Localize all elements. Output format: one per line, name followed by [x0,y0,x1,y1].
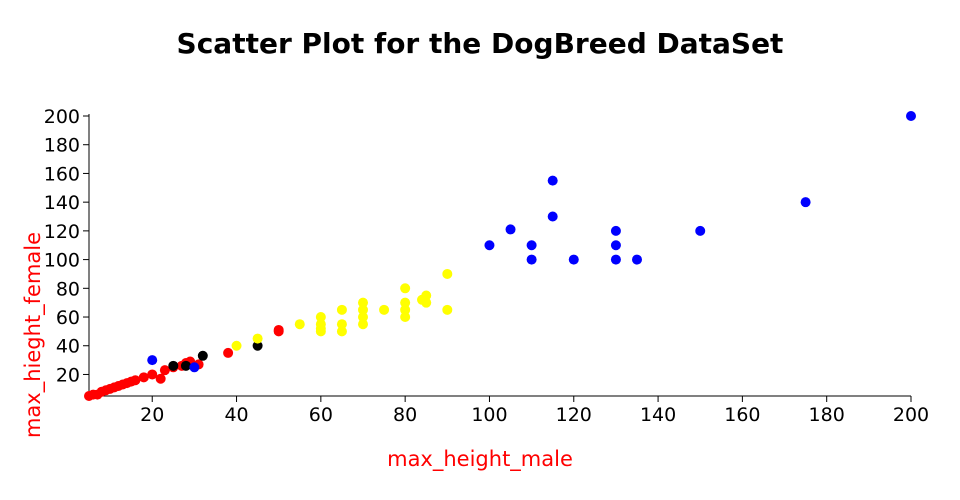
data-point-yellow[interactable] [358,297,368,308]
y-tick-label: 80 [56,278,80,300]
x-tick-label: 80 [393,404,417,426]
x-tick-label: 140 [640,404,676,426]
data-point-yellow[interactable] [400,304,411,315]
data-point-blue[interactable] [526,254,537,265]
data-point-yellow[interactable] [358,304,368,315]
data-point-yellow[interactable] [442,304,453,315]
x-tick-label: 100 [471,404,507,426]
chart-title: Scatter Plot for the DogBreed DataSet [177,27,784,60]
data-point-blue[interactable] [632,254,642,265]
x-tick-label: 60 [309,404,333,426]
data-point-yellow[interactable] [379,304,390,315]
data-point-yellow[interactable] [336,304,347,315]
data-point-blue[interactable] [800,197,811,208]
data-point-yellow[interactable] [421,290,432,301]
data-point-red[interactable] [273,324,284,335]
data-point-yellow[interactable] [400,283,411,294]
y-tick-label: 20 [56,364,80,386]
y-tick-label: 60 [56,307,80,329]
x-ticks: 20 40 60 80 100 120 140 160 180 200 [140,396,929,426]
y-tick-label: 140 [44,192,80,214]
data-point-black[interactable] [197,350,208,361]
data-point-red[interactable] [147,369,158,380]
data-point-black[interactable] [180,360,191,371]
data-point-black[interactable] [168,360,179,371]
data-point-blue[interactable] [147,355,158,366]
data-point-black[interactable] [252,340,263,351]
x-tick-label: 20 [140,404,164,426]
data-point-yellow[interactable] [294,319,305,330]
data-points [84,111,916,401]
data-point-yellow[interactable] [315,312,326,323]
y-tick-label: 160 [44,163,80,185]
data-point-red[interactable] [223,347,234,358]
data-point-yellow[interactable] [421,297,432,308]
data-point-yellow[interactable] [400,312,411,323]
data-point-blue[interactable] [610,254,621,265]
data-point-yellow[interactable] [336,326,347,337]
x-tick-label: 160 [724,404,760,426]
data-point-blue[interactable] [505,224,516,235]
data-point-yellow[interactable] [315,319,326,330]
data-point-yellow[interactable] [400,297,411,308]
y-axis-label: max_hieght_female [21,232,46,438]
data-point-red[interactable] [138,372,149,383]
y-ticks: 20 40 60 80 100 120 140 160 180 200 [44,106,89,386]
data-point-blue[interactable] [568,254,579,265]
x-tick-label: 180 [809,404,845,426]
data-point-red[interactable] [155,373,166,384]
data-point-yellow[interactable] [358,319,368,330]
data-point-blue[interactable] [484,240,495,251]
x-tick-label: 200 [893,404,929,426]
data-point-blue[interactable] [695,225,706,236]
data-point-red[interactable] [130,375,141,386]
data-point-red[interactable] [159,365,170,376]
data-point-blue[interactable] [906,111,916,121]
data-point-blue[interactable] [189,362,200,373]
data-point-yellow[interactable] [231,340,242,351]
x-tick-label: 40 [224,404,248,426]
data-point-blue[interactable] [526,240,537,251]
y-tick-label: 40 [56,336,80,358]
data-point-yellow[interactable] [336,319,347,330]
data-point-blue[interactable] [610,240,621,251]
data-point-blue[interactable] [610,225,621,236]
x-tick-label: 120 [556,404,592,426]
y-tick-label: 180 [44,135,80,157]
y-tick-label: 120 [44,221,80,243]
y-tick-label: 200 [44,106,80,128]
data-point-yellow[interactable] [358,312,368,323]
data-point-yellow[interactable] [252,333,263,344]
data-point-blue[interactable] [547,211,558,222]
x-axis-label: max_height_male [387,447,573,472]
data-point-blue[interactable] [547,175,558,186]
y-tick-label: 100 [44,250,80,272]
data-point-yellow[interactable] [442,268,453,279]
